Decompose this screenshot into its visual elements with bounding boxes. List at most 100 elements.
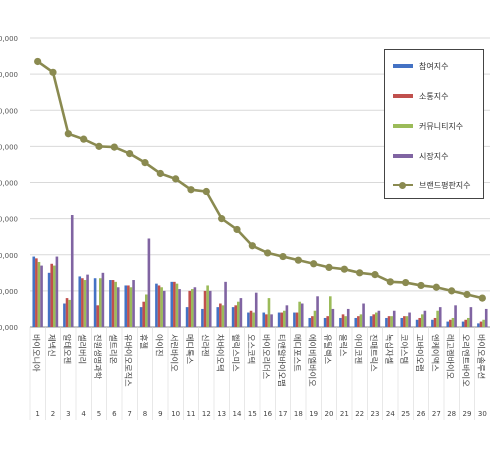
bar [438,307,442,327]
bar [162,290,166,327]
chart-legend: 참여지수 소통지수 커뮤니티지수 시장지수 브랜드평판지수 [384,49,484,199]
brand-index-point [386,278,394,286]
x-category-label: 레고켐바이오 [446,334,456,380]
brand-index-point [248,242,256,250]
bar [68,299,71,327]
x-category-label: 휴젤 [139,334,149,349]
bar [219,303,222,327]
brand-index-point [340,265,348,273]
bar [446,321,450,327]
bar [479,321,483,327]
bar [359,314,363,327]
x-category-label: 헬릭스미스 [231,334,241,372]
bar [311,316,314,327]
bar [109,280,112,327]
bar [65,298,69,327]
bar [300,303,304,327]
bar [341,314,345,327]
bar [421,314,424,327]
legend-swatch [393,182,413,189]
x-index-label: 16 [263,410,272,418]
bar [142,301,145,327]
bar [308,317,312,327]
x-index-label: 30 [478,410,487,418]
bar [78,276,82,327]
brand-index-point [356,269,364,277]
x-index-label: 5 [97,410,101,418]
brand-index-point [34,57,42,66]
bar [329,296,332,327]
x-index-label: 21 [340,410,349,418]
brand-index-point [478,294,486,302]
bar [170,281,174,327]
brand-index-point [294,256,302,264]
bar [53,265,56,327]
bar [201,308,204,327]
x-index-label: 27 [432,410,441,418]
x-category-label: 신라젠 [200,334,210,357]
bar [331,308,335,327]
bar [96,305,99,327]
bar [390,316,393,327]
brand-index-point [310,260,318,268]
y-tick-label: 00,000 [0,35,18,43]
bar [415,319,419,327]
x-index-label: 1 [35,410,39,418]
x-index-label: 17 [279,410,288,418]
x-category-label: 녹십자셀 [384,334,394,364]
x-category-label: 올릭스 [338,334,348,357]
brand-index-point [218,215,226,223]
brand-index-point [49,68,57,76]
bar [405,316,409,327]
bar [392,310,396,327]
bar [451,317,455,327]
bar [155,283,158,327]
y-tick-label: 00,000 [0,107,18,115]
bar [467,317,470,327]
legend-label: 브랜드평판지수 [419,180,471,190]
y-tick-label: 00,000 [0,216,18,224]
bar [173,281,176,327]
brand-index-point [463,290,471,299]
bar [326,316,329,327]
x-index-label: 14 [233,410,242,418]
bar [431,319,434,327]
x-category-label: 바이오리더스 [262,334,272,380]
bar [81,278,84,327]
bar [377,310,381,327]
legend-marker [399,182,406,189]
brand-index-point [172,175,180,183]
bar [464,319,467,327]
bar [175,283,179,327]
bar [247,312,250,327]
x-category-label: 서린바이오 [170,334,180,372]
bar [193,287,197,327]
y-tick-label: 00,000 [0,180,18,188]
x-category-label: 유틸렉스 [323,334,333,365]
bar [283,310,286,327]
bar [418,317,421,327]
legend-label: 시장지수 [419,151,449,161]
bar [32,256,36,327]
bar [265,314,268,327]
bar [267,298,271,327]
x-index-label: 7 [127,410,131,418]
bar [293,312,296,327]
bar [208,290,212,327]
x-category-label: 티앤알바이오팹 [277,334,287,387]
bar [224,281,227,327]
x-index-label: 11 [187,410,196,418]
x-category-label: 차바이오텍 [216,334,226,372]
legend-item: 참여지수 [393,60,448,72]
x-category-label: 고바이오랩 [415,334,425,372]
bar [423,310,427,327]
bar [323,317,327,327]
x-category-label: 유바이오로직스 [124,334,134,387]
x-index-label: 19 [309,410,318,418]
bar [231,307,235,327]
bar [188,290,191,327]
y-tick-label: 00,000 [0,143,18,151]
x-category-label: 아미코젠 [354,334,364,364]
